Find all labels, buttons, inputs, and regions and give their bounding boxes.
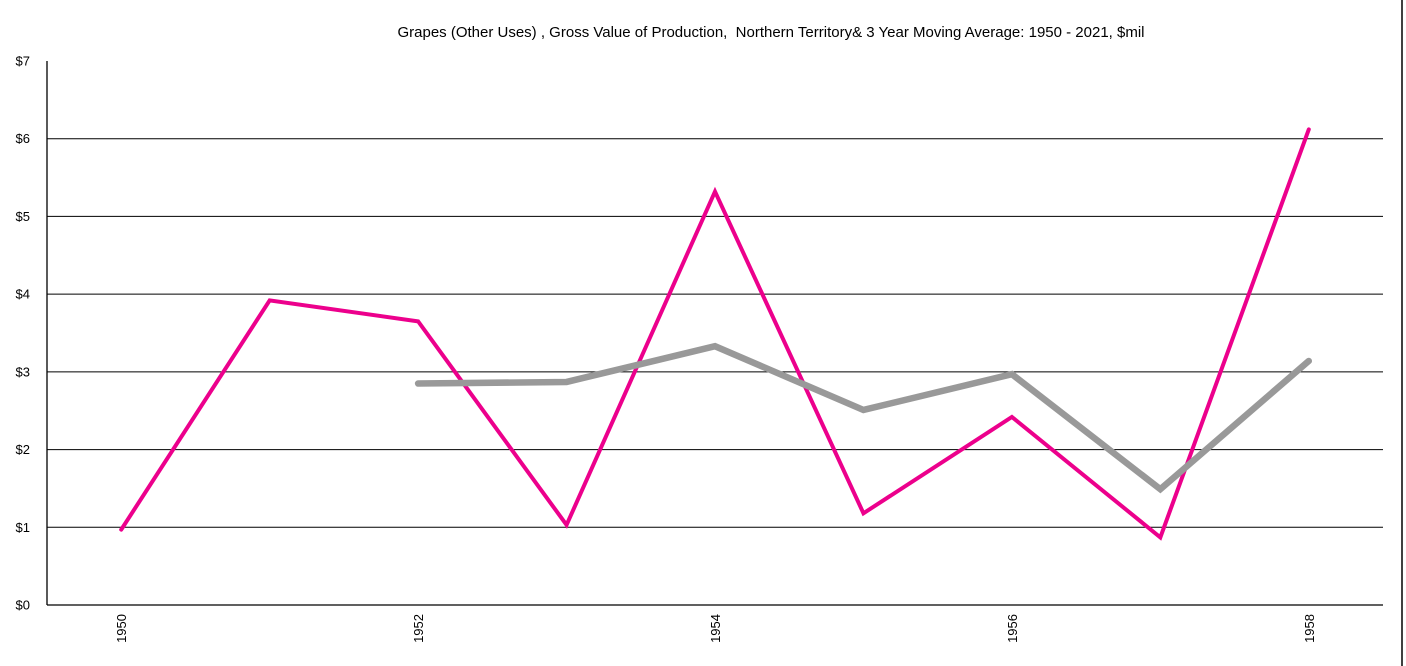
series-line-gross-value-of-production <box>119 127 1311 541</box>
y-tick-label: $4 <box>16 287 30 302</box>
x-tick-label: 1958 <box>1302 614 1317 643</box>
x-tick-label: 1954 <box>708 614 723 643</box>
x-tick-label: 1950 <box>114 614 129 643</box>
series-line-3-year-moving-average <box>414 342 1313 494</box>
x-tick-label: 1952 <box>411 614 426 643</box>
x-tick-label: 1956 <box>1005 614 1020 643</box>
chart-title: Grapes (Other Uses) , Gross Value of Pro… <box>397 24 1145 41</box>
y-tick-label: $0 <box>16 598 30 613</box>
y-tick-label: $2 <box>16 442 30 457</box>
y-tick-label: $5 <box>16 209 30 224</box>
y-tick-label: $1 <box>16 520 30 535</box>
y-tick-label: $3 <box>16 364 30 379</box>
y-tick-label: $7 <box>16 54 30 69</box>
y-tick-label: $6 <box>16 131 30 146</box>
